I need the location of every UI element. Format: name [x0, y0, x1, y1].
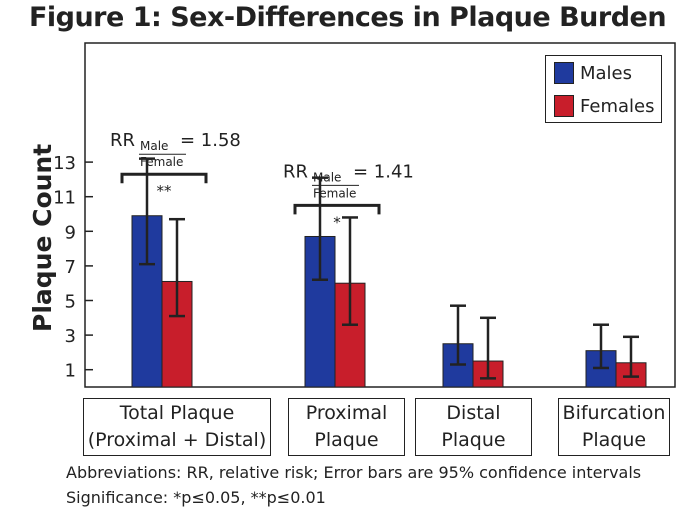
rr-label: RR: [110, 130, 135, 151]
category-label: Plaque: [581, 429, 647, 451]
rr-value: = 1.41: [353, 161, 414, 182]
rr-subscript-female: Female: [313, 186, 356, 200]
y-tick-label: 11: [53, 188, 76, 209]
y-tick-label: 1: [65, 361, 76, 382]
legend-item-females: Females: [554, 94, 654, 118]
significance-marker: *: [333, 213, 341, 231]
chart-title: Figure 1: Sex-Differences in Plaque Burd…: [28, 2, 667, 33]
category-label: Bifurcation: [562, 402, 666, 424]
legend-label-males: Males: [580, 62, 633, 84]
category-label: Distal: [446, 402, 501, 424]
y-tick-label: 5: [65, 292, 76, 313]
rr-subscript-male: Male: [140, 139, 168, 153]
rr-subscript-female: Female: [140, 155, 183, 169]
y-tick-label: 3: [65, 326, 76, 347]
footnote-abbreviations: Abbreviations: RR, relative risk; Error …: [66, 463, 642, 482]
legend-swatch-males: [554, 62, 574, 84]
legend-item-males: Males: [554, 61, 632, 85]
y-tick-label: 13: [53, 153, 76, 174]
rr-value: = 1.58: [180, 130, 241, 151]
category-box-proximal-plaque: Proximal Plaque: [288, 398, 405, 456]
footnote-significance: Significance: *p≤0.05, **p≤0.01: [66, 488, 326, 507]
rr-label: RR: [283, 161, 308, 182]
plot-frame: [84, 42, 676, 388]
y-tick-label: 7: [65, 257, 76, 278]
rr-subscript-male: Male: [313, 170, 341, 184]
category-label: (Proximal + Distal): [87, 429, 267, 451]
significance-bracket: [293, 203, 381, 215]
category-label: Total Plaque: [119, 402, 235, 424]
legend-label-females: Females: [580, 95, 655, 117]
significance-marker: **: [157, 182, 173, 200]
legend: Males Females: [545, 55, 662, 123]
legend-swatch-females: [554, 95, 574, 117]
category-box-total-plaque: Total Plaque (Proximal + Distal): [83, 398, 271, 456]
category-label: Proximal: [305, 402, 388, 424]
category-label: Plaque: [314, 429, 379, 451]
category-box-distal-plaque: Distal Plaque: [415, 398, 532, 456]
y-tick-label: 9: [65, 222, 76, 243]
category-label: Plaque: [441, 429, 506, 451]
category-box-bifurcation-plaque: Bifurcation Plaque: [558, 398, 670, 456]
significance-bracket: [120, 172, 208, 184]
